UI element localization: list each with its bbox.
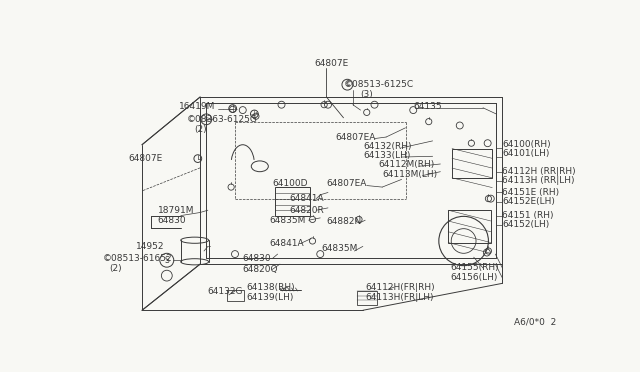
Bar	[227, 289, 244, 301]
Text: 64807EA: 64807EA	[336, 132, 376, 141]
Text: 64156(LH): 64156(LH)	[451, 273, 498, 282]
Text: 64133(LH): 64133(LH)	[363, 151, 410, 160]
Text: 64841A: 64841A	[289, 194, 324, 203]
Text: 64112H(FR|RH): 64112H(FR|RH)	[365, 283, 435, 292]
Bar	[358, 291, 377, 305]
Text: 64151 (RH): 64151 (RH)	[502, 211, 554, 220]
Text: ©08513-6125C: ©08513-6125C	[344, 80, 413, 89]
Bar	[452, 148, 492, 178]
Text: 64132(RH): 64132(RH)	[363, 142, 412, 151]
Text: 64151E (RH): 64151E (RH)	[502, 188, 559, 197]
Text: S: S	[164, 256, 169, 265]
Text: 64820Q: 64820Q	[243, 265, 278, 274]
Text: 64830: 64830	[157, 216, 186, 225]
Text: 64835M: 64835M	[322, 244, 358, 253]
Text: 64807E: 64807E	[128, 154, 163, 163]
Text: (2): (2)	[109, 264, 122, 273]
Bar	[448, 210, 491, 243]
Text: 64135: 64135	[413, 102, 442, 111]
Text: 64152(LH): 64152(LH)	[502, 220, 550, 229]
Text: 64830: 64830	[243, 254, 271, 263]
Text: 64807EA: 64807EA	[326, 179, 367, 188]
Text: 64112H (RR|RH): 64112H (RR|RH)	[502, 167, 576, 176]
Text: 64113H (RR|LH): 64113H (RR|LH)	[502, 176, 575, 185]
Text: 64100D: 64100D	[272, 179, 308, 188]
Text: ©08513-61652: ©08513-61652	[103, 254, 173, 263]
Text: 64155(RH): 64155(RH)	[451, 263, 499, 272]
Text: ©08363-6125G: ©08363-6125G	[187, 115, 258, 124]
Text: 64820R: 64820R	[289, 206, 324, 215]
Text: 64113M(LH): 64113M(LH)	[382, 170, 437, 179]
Text: 64113H(FR|LH): 64113H(FR|LH)	[365, 293, 434, 302]
Text: S: S	[346, 82, 349, 87]
Text: 18791M: 18791M	[157, 206, 194, 215]
Text: 64882N: 64882N	[326, 217, 362, 226]
Text: A6/0*0  2: A6/0*0 2	[514, 317, 556, 326]
Text: (3): (3)	[360, 90, 373, 99]
Text: 64132G: 64132G	[208, 286, 243, 295]
Text: 64807E: 64807E	[315, 60, 349, 68]
Text: 64138(RH): 64138(RH)	[246, 283, 295, 292]
Text: 64835M: 64835M	[270, 216, 307, 225]
Text: 64139(LH): 64139(LH)	[246, 293, 294, 302]
Text: 64101(LH): 64101(LH)	[502, 150, 550, 158]
Text: 64841A: 64841A	[270, 239, 305, 248]
Text: 14952: 14952	[136, 242, 164, 251]
Text: 16419M: 16419M	[179, 102, 216, 111]
Text: 64100(RH): 64100(RH)	[502, 140, 551, 149]
Text: (2): (2)	[195, 125, 207, 134]
Text: 64152E(LH): 64152E(LH)	[502, 197, 556, 206]
Text: S: S	[204, 117, 208, 122]
Text: 64112M(RH): 64112M(RH)	[378, 160, 435, 169]
